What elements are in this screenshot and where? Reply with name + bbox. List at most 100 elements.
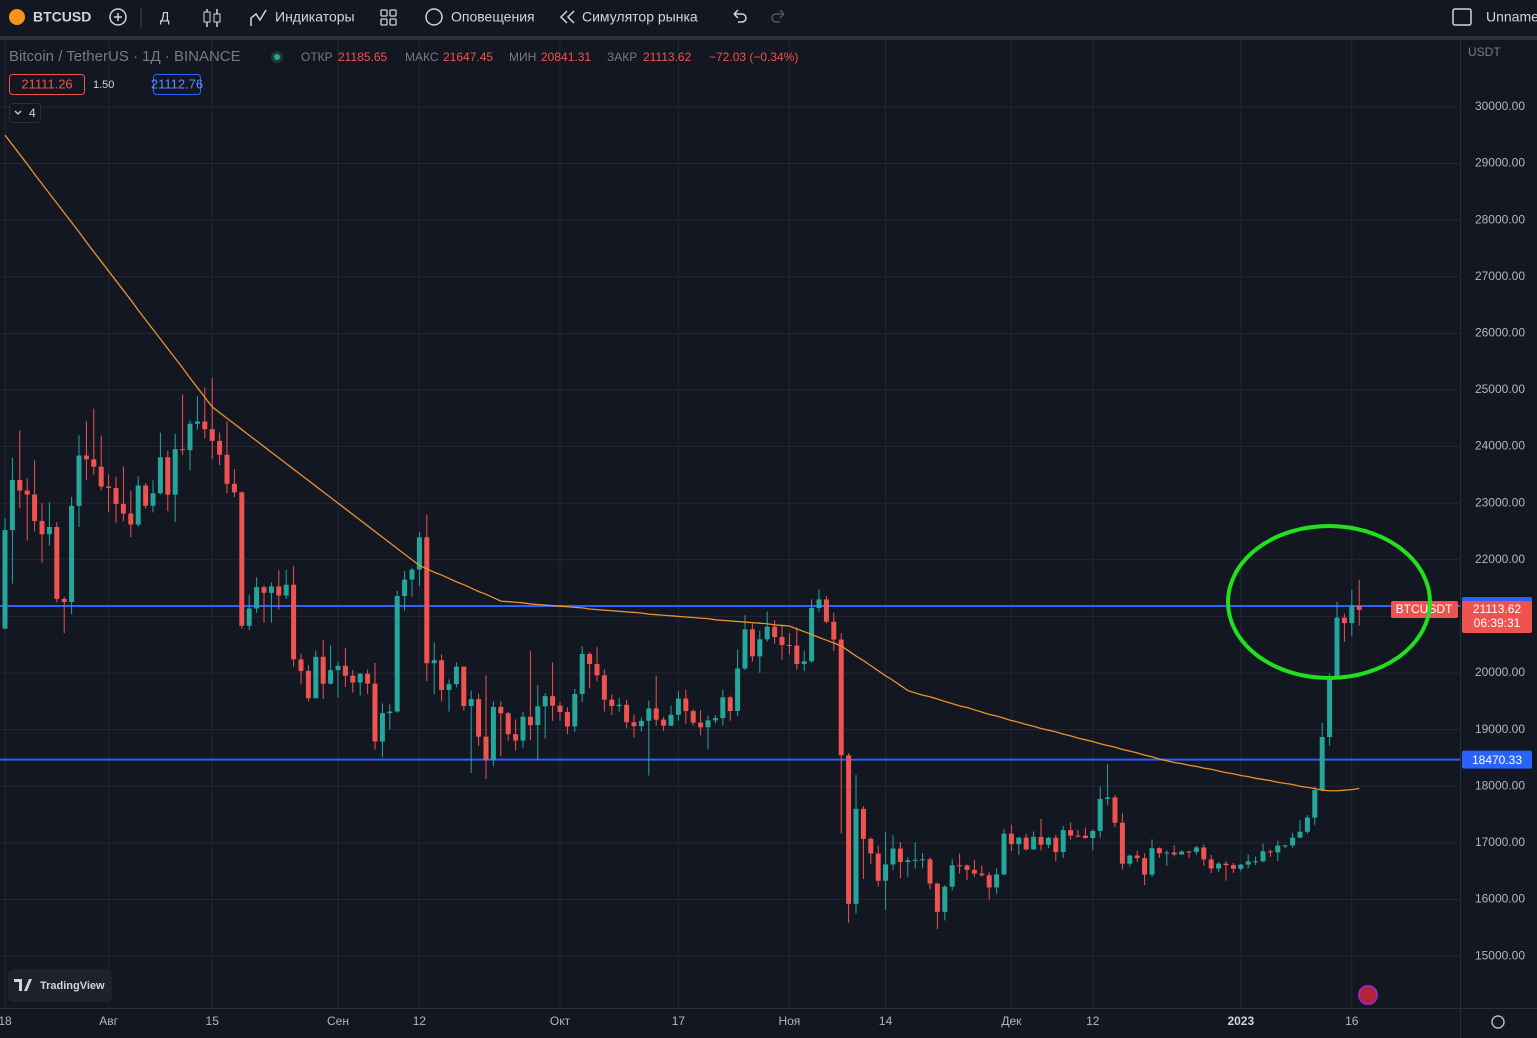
bid-box[interactable] [9, 74, 85, 95]
y-tick-label: 26000.00 [1475, 325, 1525, 339]
add-symbol[interactable] [109, 8, 127, 26]
status-dot [274, 54, 280, 60]
candle-body [291, 584, 297, 660]
candle-body [934, 883, 940, 912]
candle-body [542, 696, 548, 707]
candle-body [823, 599, 829, 622]
candle-body [698, 722, 704, 728]
candle-body [313, 656, 319, 699]
candle-body [868, 838, 874, 854]
layout-checkbox[interactable] [1452, 8, 1472, 26]
event-flag[interactable] [1358, 985, 1378, 1005]
undo[interactable] [733, 9, 747, 23]
layouts-icon[interactable] [380, 9, 397, 26]
candle-body [875, 853, 881, 881]
candle-body [794, 645, 800, 665]
candle-body [661, 719, 667, 726]
candle-body [949, 865, 955, 887]
candle-body [1008, 833, 1014, 845]
candle-body [1090, 831, 1096, 839]
candle-body [1349, 605, 1355, 624]
candle-body [298, 659, 304, 671]
candle-body [957, 865, 963, 867]
candle-body [831, 621, 837, 640]
settings[interactable] [1491, 1015, 1505, 1029]
candle-body [631, 722, 637, 727]
candle-body [387, 711, 393, 714]
alerts-icon [425, 8, 443, 26]
y-tick-label: 25000.00 [1475, 382, 1525, 396]
candle-body [342, 665, 348, 676]
alerts-button[interactable]: Оповещения [451, 9, 535, 25]
candle-body [268, 586, 274, 593]
candle-body [1282, 845, 1288, 847]
close-value: 21113.62 [643, 50, 692, 64]
bid[interactable]: 21111.26 [21, 76, 72, 91]
x-tick-label: Сен [327, 1014, 349, 1028]
candle-body [446, 684, 452, 690]
candle-body [920, 859, 926, 861]
legend: Bitcoin / TetherUS · 1Д · BINANCE ОТКР 2… [9, 48, 798, 123]
indicator-toggle[interactable] [9, 103, 41, 123]
candle-body [61, 598, 67, 603]
redo[interactable] [771, 9, 785, 23]
candle-body [971, 869, 977, 874]
candle-body [1297, 831, 1303, 838]
candle-body [305, 670, 311, 699]
candle-body [39, 521, 45, 535]
candle-body [1201, 847, 1207, 860]
symbol-tag-box [1391, 600, 1458, 618]
ask[interactable]: 21112.76 [151, 76, 203, 91]
candle-body [76, 455, 82, 506]
candle-body [772, 626, 778, 638]
indicators-button[interactable]: Индикаторы [275, 9, 355, 25]
candle-body [468, 699, 474, 707]
candle-body [979, 873, 985, 876]
candle-body [1105, 797, 1111, 800]
candle-body [557, 705, 563, 713]
x-tick-label: Дек [1001, 1014, 1022, 1028]
candle-body [550, 696, 556, 706]
candle-body [231, 483, 237, 493]
last-price-box [1462, 600, 1532, 633]
candle-body [91, 459, 97, 467]
x-tick-label: 18 [0, 1014, 12, 1028]
candle-body [1245, 861, 1251, 865]
candle-body [1275, 845, 1281, 853]
candle-body [1038, 836, 1044, 845]
candle-body [1031, 836, 1037, 850]
candle-body [1112, 797, 1118, 823]
candle-body [1267, 851, 1273, 853]
candle-body [476, 699, 482, 737]
candle-body [727, 697, 733, 711]
candle-body [128, 513, 134, 525]
candle-body [217, 440, 223, 455]
candle-body [1142, 858, 1148, 875]
layout-name[interactable]: Unname [1486, 9, 1537, 25]
add-icon [114, 13, 122, 21]
y-tick-label: 23000.00 [1475, 495, 1525, 509]
price-axis-bg [1460, 40, 1537, 1038]
symbol[interactable]: BTCUSD [33, 9, 91, 25]
candle-body [1253, 861, 1259, 863]
branding-box[interactable] [8, 969, 112, 1002]
candle-body [749, 629, 755, 657]
chart-title: Bitcoin / TetherUS · 1Д · BINANCE [9, 48, 241, 65]
candle-body [927, 859, 933, 884]
candle-body [675, 698, 681, 715]
currency[interactable]: USDT [1468, 45, 1501, 59]
replay-button[interactable]: Симулятор рынка [582, 9, 698, 25]
last-price: 21113.62 [1473, 602, 1522, 616]
candle-body [653, 708, 659, 720]
candle-body [379, 713, 385, 742]
candle-body [964, 865, 970, 870]
candle-body [1053, 837, 1059, 853]
candle-body [1238, 864, 1244, 869]
candle-body [846, 755, 852, 904]
candle-body [1097, 799, 1103, 832]
interval[interactable]: Д [160, 9, 170, 25]
candle-body [416, 537, 422, 570]
high-label: МАКС [405, 50, 439, 64]
ask-box[interactable] [153, 74, 201, 95]
